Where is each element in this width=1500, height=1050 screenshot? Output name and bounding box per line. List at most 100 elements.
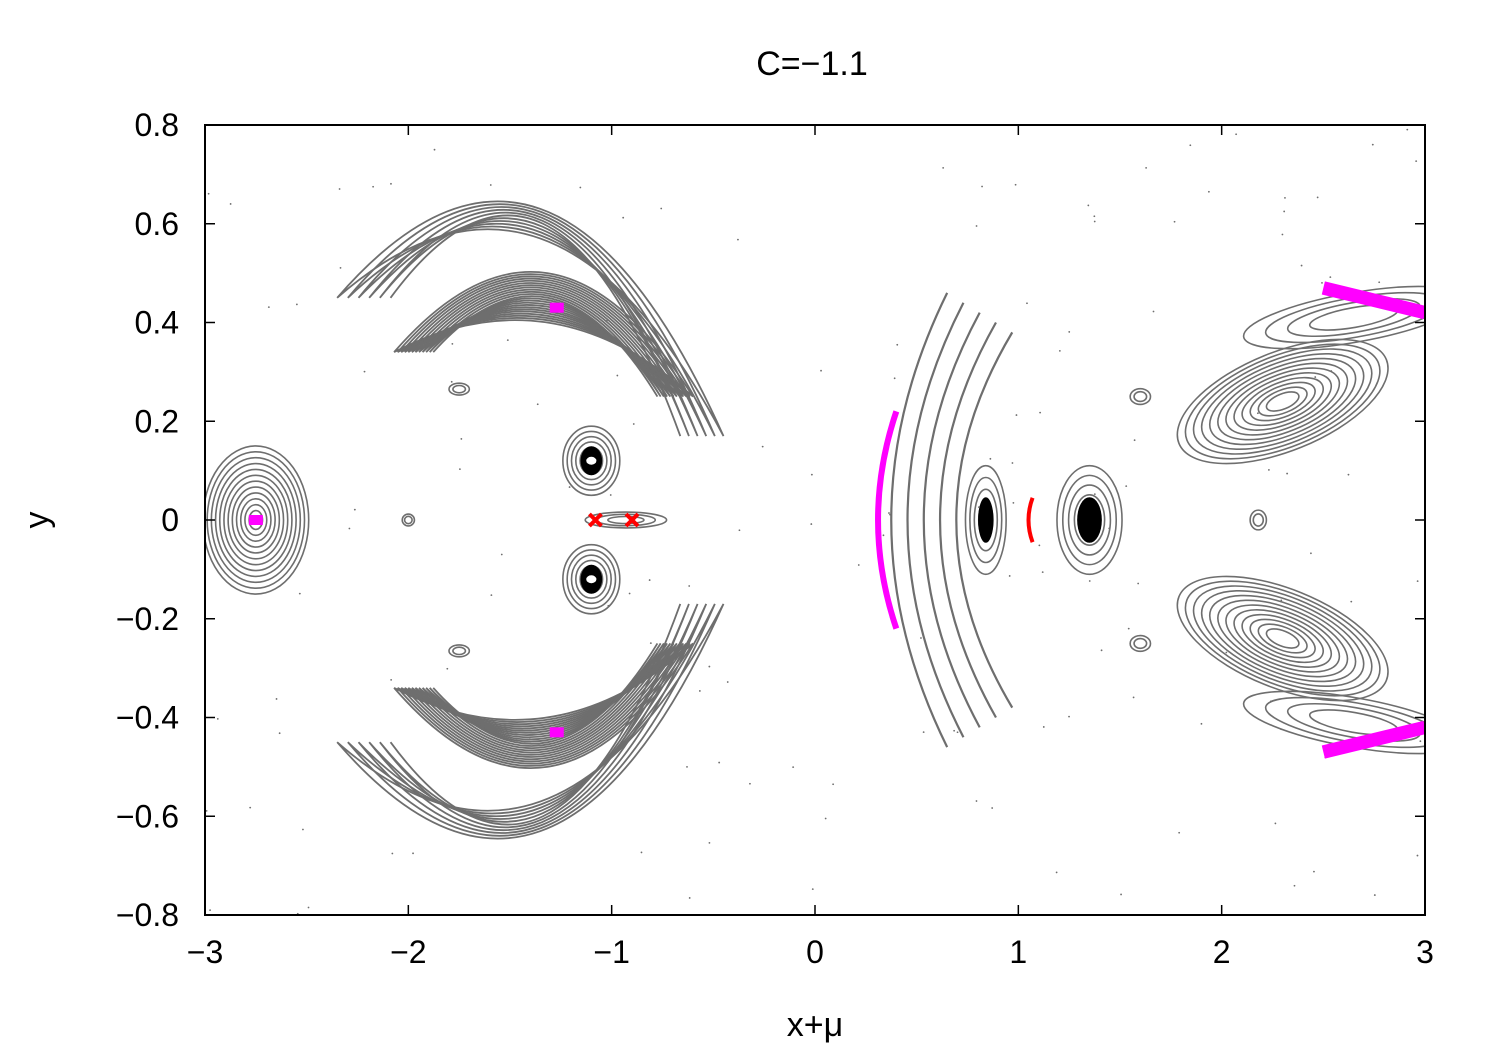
sea-dot (810, 523, 813, 525)
sea-dot (338, 188, 341, 190)
sea-dot (888, 512, 890, 514)
orbit-core (1077, 497, 1102, 543)
y-tick-label: 0.8 (135, 107, 179, 143)
sea-dot (979, 352, 981, 354)
sea-dot (1011, 462, 1014, 464)
orbit-hole (586, 575, 597, 584)
sea-dot (688, 585, 691, 587)
orbit-ring (973, 488, 999, 552)
orbit-family-lower-right-eye (1176, 575, 1389, 702)
sea-dot (708, 841, 711, 844)
banana-ring (347, 603, 716, 837)
data-layer (205, 128, 1425, 915)
orbit-ring (205, 445, 310, 595)
sea-dot (1127, 627, 1130, 630)
orbit-ring (401, 513, 416, 527)
orbit-ring (562, 543, 621, 615)
sea-dot (568, 486, 571, 488)
sea-dot (648, 579, 651, 581)
orbit-ring (403, 515, 413, 525)
sea-dot (609, 494, 612, 496)
sea-dot (622, 216, 625, 219)
orbit-ring (1208, 594, 1357, 683)
sea-dot (1310, 552, 1312, 555)
sea-dot (726, 681, 729, 683)
orbit-ring (575, 441, 608, 481)
orbit-ring (1200, 352, 1365, 451)
sea-dot (1152, 310, 1155, 313)
sea-dot (953, 729, 956, 732)
x-axis-label: x+μ (787, 1006, 843, 1044)
orbit-ring (1249, 509, 1268, 531)
orbit-ring (1225, 604, 1341, 673)
magenta-point (248, 515, 263, 525)
banana-ring (389, 603, 682, 826)
orbit-ring (1061, 474, 1118, 566)
sea-dot (339, 266, 342, 269)
periodic-magenta (248, 281, 1425, 759)
sea-dot (1280, 728, 1283, 731)
orbit-ring (1176, 338, 1389, 465)
sea-dot (438, 808, 441, 811)
banana-ring (404, 642, 685, 763)
sea-dot (1313, 870, 1315, 873)
x-tick-label: −3 (187, 934, 223, 970)
orbit-ring (1184, 580, 1381, 697)
sea-dot (1039, 411, 1042, 414)
sea-dot (1283, 210, 1286, 213)
orbit-ring (218, 468, 293, 572)
sea-dot (1293, 884, 1296, 887)
sea-dot (302, 828, 304, 831)
sea-dot (1087, 204, 1090, 207)
orbit-ring (1129, 634, 1152, 653)
sea-dot (275, 698, 278, 700)
sea-dot (249, 806, 252, 809)
sea-dot (229, 203, 232, 205)
sea-dot (1189, 144, 1192, 147)
sea-dot (456, 725, 459, 728)
orbit-ring (1192, 348, 1373, 455)
sea-dot (298, 592, 301, 595)
sea-dot (893, 377, 896, 380)
sea-dot (1419, 740, 1422, 743)
sea-dot (857, 564, 860, 566)
sea-dot (708, 665, 711, 668)
sea-dot (1132, 696, 1135, 699)
sea-dot (616, 374, 619, 377)
sea-dot (1406, 128, 1409, 131)
sea-dot (1416, 854, 1419, 857)
arc-curve (939, 321, 997, 719)
y-tick-label: −0.6 (116, 798, 179, 834)
sea-dot (1200, 722, 1203, 725)
sea-dot (460, 438, 463, 440)
orbit-ring (1265, 628, 1300, 649)
sea-dot (506, 339, 509, 342)
orbit-ring (1056, 464, 1123, 576)
sea-dot (1416, 580, 1419, 583)
orbit-ring (244, 503, 268, 537)
banana-ring (393, 271, 694, 398)
sea-dot (832, 783, 835, 786)
orbit-family-right-a (964, 464, 1007, 576)
sea-dot (1274, 822, 1277, 825)
y-tick-label: 0 (161, 502, 179, 538)
sea-dot (1038, 544, 1041, 547)
sea-dot (1042, 726, 1045, 728)
orbit-family-upper-right-eye (1176, 338, 1389, 465)
x-tick-label: 2 (1213, 934, 1231, 970)
orbit-ring (231, 486, 281, 554)
banana-ring (429, 642, 662, 747)
orbit-ring (1225, 367, 1341, 436)
sea-dot (307, 906, 310, 909)
sea-dot (956, 731, 959, 734)
orbit-ring (1252, 513, 1265, 527)
sea-dot (1314, 376, 1317, 378)
orbit-ring (239, 498, 272, 542)
sea-dot (820, 369, 822, 372)
magenta-point (549, 727, 564, 738)
sea-dot (811, 888, 814, 891)
sea-dot (490, 594, 493, 597)
sea-dot (749, 782, 751, 785)
sea-dot (1225, 651, 1228, 654)
sea-dot (390, 678, 393, 681)
